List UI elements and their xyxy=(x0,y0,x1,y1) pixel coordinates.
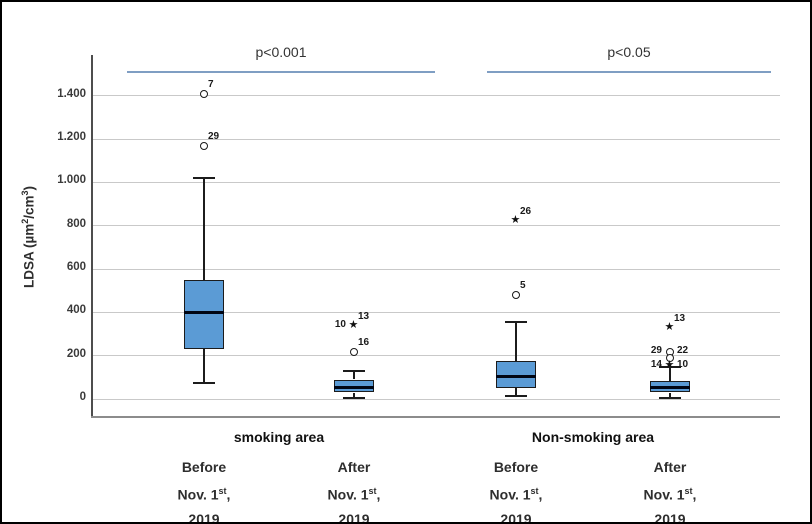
median-line xyxy=(184,310,224,314)
whisker-line xyxy=(353,370,355,380)
whisker-line xyxy=(515,388,517,396)
y-tick-label: 400 xyxy=(66,304,86,317)
whisker-cap xyxy=(659,365,681,368)
significance-line xyxy=(487,71,771,73)
category-label: After Nov. 1st, 2019 xyxy=(643,459,697,524)
gridline xyxy=(92,268,780,270)
outlier-label: 13 xyxy=(358,311,370,323)
outlier-star: ★ xyxy=(510,214,521,227)
outlier-label: 10 xyxy=(677,358,689,370)
box-plot-box xyxy=(184,279,224,350)
significance-line xyxy=(127,71,435,73)
gridline xyxy=(92,181,780,183)
median-line xyxy=(650,385,690,389)
y-tick-label: 800 xyxy=(66,217,86,230)
group-label: smoking area xyxy=(233,429,325,445)
outlier-star: ★ xyxy=(664,320,675,333)
y-tick-label: 1.000 xyxy=(57,174,86,187)
outlier-label: 29 xyxy=(650,344,662,356)
outlier-label: 10 xyxy=(334,319,346,331)
outlier-label: 26 xyxy=(520,206,532,218)
outlier-star: ★ xyxy=(348,319,359,332)
whisker-line xyxy=(515,322,517,362)
group-label: Non-smoking area xyxy=(531,429,655,445)
outlier-label: 29 xyxy=(208,130,220,142)
whisker-cap xyxy=(343,396,365,399)
y-tick-label: 600 xyxy=(66,261,86,273)
outlier-circle xyxy=(666,353,674,362)
gridline xyxy=(92,138,780,140)
whisker-line xyxy=(353,392,355,398)
x-axis-line xyxy=(91,416,780,418)
whisker-line xyxy=(203,178,205,280)
median-line xyxy=(496,374,536,378)
gridline xyxy=(92,311,780,313)
outlier-label: 7 xyxy=(208,78,214,90)
outlier-circle xyxy=(200,89,208,98)
outlier-circle xyxy=(200,141,208,150)
outlier-circle xyxy=(512,291,520,299)
outlier-circle xyxy=(350,348,358,357)
whisker-line xyxy=(203,349,205,383)
gridline xyxy=(92,225,780,227)
outlier-label: 16 xyxy=(358,337,370,349)
y-tick-label: 1.200 xyxy=(57,131,86,144)
whisker-cap xyxy=(505,394,527,397)
whisker-line xyxy=(669,392,671,398)
box-plot-box xyxy=(496,361,536,389)
gridline xyxy=(92,355,780,357)
category-label: Before Nov. 1st, 2019 xyxy=(489,459,543,524)
outlier-star: ★ xyxy=(664,358,675,371)
whisker-cap xyxy=(193,177,215,180)
whisker-cap xyxy=(659,396,681,399)
category-label: After Nov. 1st, 2019 xyxy=(327,459,381,524)
outlier-label: 22 xyxy=(677,344,689,356)
outlier-label: 14 xyxy=(650,358,662,370)
significance-label: p<0.001 xyxy=(255,44,307,60)
outlier-label: 13 xyxy=(674,312,686,324)
median-line xyxy=(334,385,374,389)
category-label: Before Nov. 1st, 2019 xyxy=(177,459,231,524)
y-tick-label: 1.400 xyxy=(57,87,86,100)
y-tick-label: 0 xyxy=(79,391,86,403)
y-axis-line xyxy=(91,55,93,417)
whisker-cap xyxy=(343,369,365,372)
gridline xyxy=(92,95,780,97)
gridline xyxy=(92,398,780,400)
whisker-cap xyxy=(193,381,215,384)
outlier-label: 5 xyxy=(520,280,526,291)
significance-label: p<0.05 xyxy=(607,44,651,60)
whisker-cap xyxy=(505,321,527,324)
whisker-line xyxy=(669,366,671,381)
y-tick-label: 200 xyxy=(66,347,86,360)
